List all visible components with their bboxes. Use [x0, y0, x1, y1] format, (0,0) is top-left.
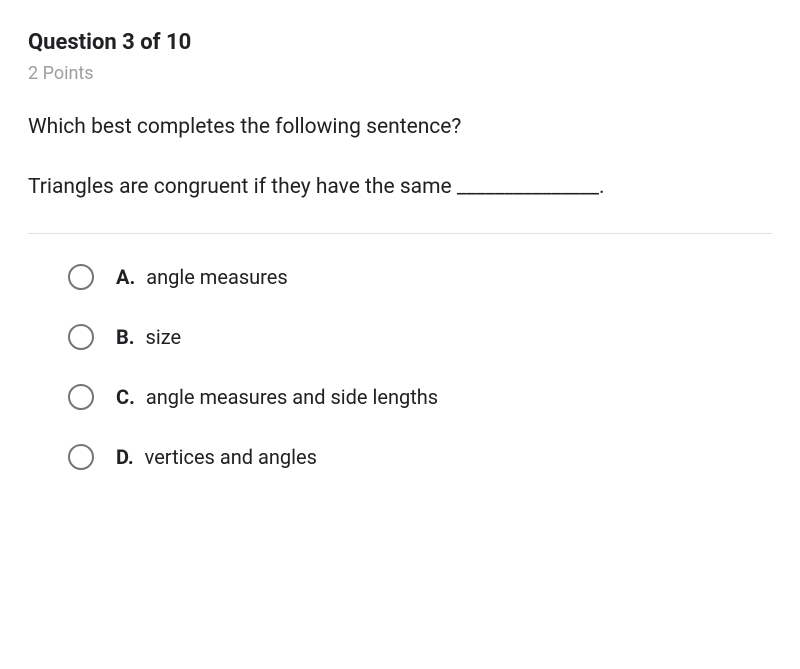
option-c[interactable]: C. angle measures and side lengths [68, 384, 772, 410]
option-text: vertices and angles [145, 445, 317, 469]
option-label: A. angle measures [116, 265, 288, 289]
question-sentence: Triangles are congruent if they have the… [28, 172, 772, 204]
question-number-header: Question 3 of 10 [28, 30, 772, 55]
option-letter: C. [116, 385, 135, 409]
points-label: 2 Points [28, 63, 772, 84]
divider [28, 233, 772, 234]
radio-icon [68, 264, 94, 290]
radio-icon [68, 384, 94, 410]
option-letter: B. [116, 325, 135, 349]
radio-icon [68, 324, 94, 350]
option-d[interactable]: D. vertices and angles [68, 444, 772, 470]
option-a[interactable]: A. angle measures [68, 264, 772, 290]
radio-icon [68, 444, 94, 470]
option-label: C. angle measures and side lengths [116, 385, 438, 409]
option-label: D. vertices and angles [116, 445, 317, 469]
option-label: B. size [116, 325, 181, 349]
options-container: A. angle measures B. size C. angle measu… [28, 264, 772, 470]
option-text: angle measures and side lengths [146, 385, 438, 409]
question-prompt: Which best completes the following sente… [28, 112, 772, 144]
option-letter: D. [116, 445, 134, 469]
option-text: size [146, 325, 182, 349]
option-b[interactable]: B. size [68, 324, 772, 350]
option-letter: A. [116, 265, 135, 289]
option-text: angle measures [146, 265, 287, 289]
